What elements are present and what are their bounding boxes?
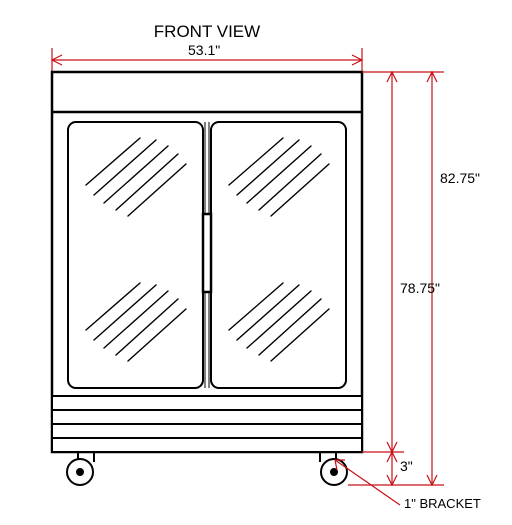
grille [52, 396, 362, 452]
bracket-note: 1" BRACKET [404, 496, 481, 511]
dim-caster-label: 3" [400, 458, 413, 474]
dim-width-label: 53.1" [188, 42, 220, 58]
dim-caster [387, 452, 397, 485]
diagram-svg [0, 0, 512, 525]
handle [203, 214, 211, 292]
diagram-stage: FRONT VIEW [0, 0, 512, 525]
dim-height-outer-label: 82.75" [440, 170, 480, 186]
casters [67, 452, 347, 485]
dim-height-inner [362, 72, 404, 452]
dim-height-inner-label: 78.75" [400, 280, 440, 296]
